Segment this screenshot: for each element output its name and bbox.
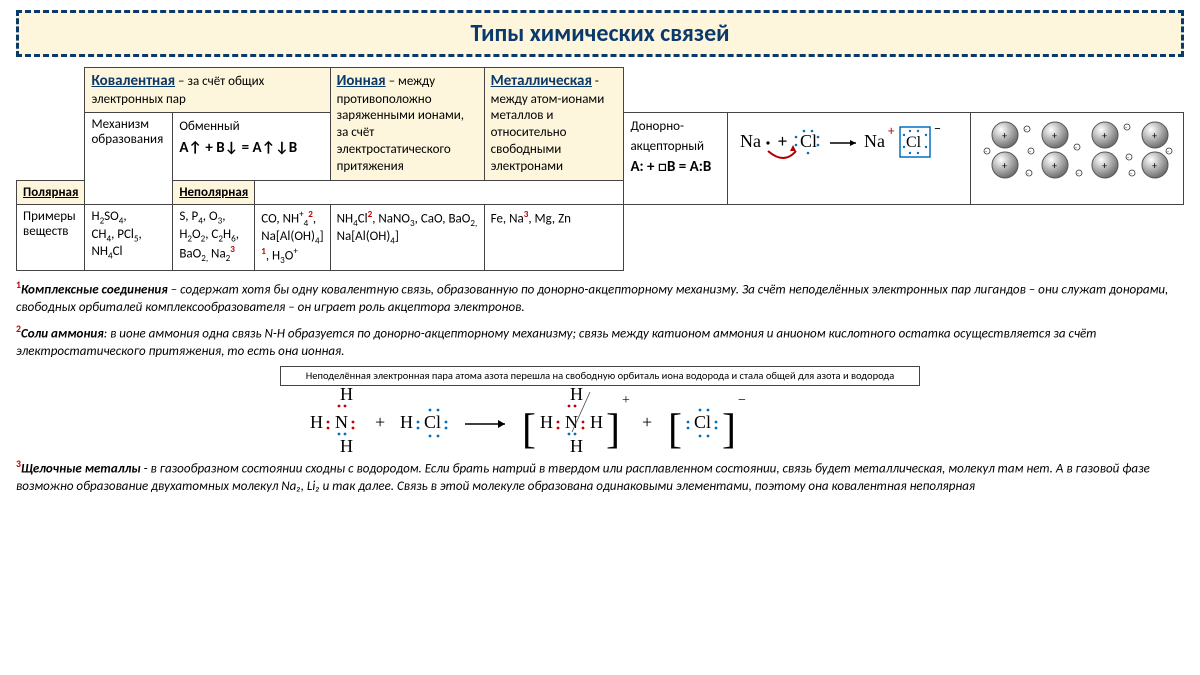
note-1: 1Комплексные соединения – содержат хотя … (16, 279, 1184, 316)
exchange-cell: Обменный A↑ + B↓ = A↑↓B (173, 113, 330, 181)
svg-text:+: + (1152, 129, 1157, 142)
svg-text:H: H (570, 436, 583, 456)
ammonium-diagram: H H N H + H Cl [ H H (290, 388, 910, 458)
svg-text:-: - (1027, 169, 1029, 178)
examples-label: Примеры веществ (17, 204, 85, 270)
svg-text:H: H (310, 412, 323, 432)
ammonium-diagram-row: H H N H + H Cl [ H H (16, 388, 1184, 458)
metallic-mech-cell: + + + + + + + + - - - - - - - - (971, 113, 1184, 205)
svg-text:+: + (1002, 159, 1007, 172)
ionic-mech-cell: Na + Cl Na + Cl − (728, 113, 971, 205)
donor-formula: A: + □B = A:B (630, 158, 711, 176)
header-ionic: Ионная – между противоположно заряженным… (330, 68, 484, 181)
mechanism-label: Механизм образования (85, 113, 173, 205)
note-2-title: Соли аммония (21, 326, 104, 341)
svg-text:+: + (1002, 129, 1007, 142)
svg-text:[: [ (522, 407, 536, 453)
svg-text:-: - (1025, 125, 1027, 134)
note-1-title: Комплексные соединения (21, 283, 168, 298)
svg-text:H: H (590, 412, 603, 432)
examples-ionic: NH4Cl2, NaNO3, CaO, BaO2,Na[Al(OH)4] (330, 204, 484, 270)
svg-text:-: - (1029, 147, 1031, 156)
svg-text:+: + (1102, 159, 1107, 172)
note-1-body: – содержат хотя бы одну ковалентную связ… (16, 283, 1168, 316)
svg-text:+: + (1102, 129, 1107, 142)
svg-text:H: H (400, 412, 413, 432)
note-3: 3Щелочные металлы - в газообразном состо… (16, 458, 1184, 495)
svg-text:+: + (642, 412, 652, 432)
svg-text:[: [ (668, 407, 682, 453)
ionic-name: Ионная (337, 72, 386, 90)
svg-text:+: + (1152, 159, 1157, 172)
header-covalent: Ковалентная – за счёт общих электронных … (85, 68, 330, 113)
svg-text:Cl: Cl (424, 412, 441, 432)
svg-text:-: - (1077, 169, 1079, 178)
svg-text:+: + (1052, 159, 1057, 172)
examples-polar: H2SO4,CH4, PCl5,NH4Cl (85, 204, 173, 270)
nacl-diagram: Na + Cl Na + Cl − (734, 121, 964, 166)
svg-text:+: + (375, 412, 385, 432)
blank-cell (17, 68, 85, 181)
svg-text:H: H (540, 412, 553, 432)
ammonium-caption: Неподелённая электронная пара атома азот… (280, 366, 920, 386)
svg-text:+: + (622, 393, 630, 408)
svg-text:Cl: Cl (906, 134, 922, 151)
metallic-name: Металлическая (491, 72, 592, 90)
page-title: Типы химических связей (25, 19, 1175, 48)
footnotes: 1Комплексные соединения – содержат хотя … (16, 279, 1184, 495)
page-title-box: Типы химических связей (16, 10, 1184, 57)
svg-text:N: N (565, 412, 578, 432)
svg-text:-: - (985, 147, 987, 156)
svg-text:-: - (1075, 143, 1077, 152)
donor-label: Донорно-акцепторный (630, 119, 704, 154)
svg-text:+: + (888, 124, 895, 139)
svg-text:]: ] (606, 407, 620, 453)
bonds-table: Ковалентная – за счёт общих электронных … (16, 67, 1184, 271)
note-3-body: - в газообразном состоянии сходны с водо… (16, 462, 1150, 495)
svg-text:-: - (1127, 153, 1129, 162)
svg-text:-: - (1130, 169, 1132, 178)
examples-metallic: Fe, Na3, Mg, Zn (484, 204, 624, 270)
svg-text:H: H (340, 388, 353, 404)
exchange-label: Обменный (179, 119, 239, 134)
svg-text:+: + (1052, 129, 1057, 142)
svg-text:-: - (1125, 123, 1127, 132)
svg-text:+: + (778, 130, 787, 152)
donor-cell: Донорно-акцепторный A: + □B = A:B (624, 113, 728, 205)
header-metallic: Металлическая - между атом-ионами металл… (484, 68, 624, 181)
exchange-formula: A↑ + B↓ = A↑↓B (179, 139, 297, 157)
covalent-name: Ковалентная (91, 72, 175, 90)
svg-text:-: - (1167, 147, 1169, 156)
svg-text:H: H (340, 436, 353, 456)
svg-text:−: − (738, 393, 746, 408)
svg-text:H: H (570, 388, 583, 404)
metallic-diagram: + + + + + + + + - - - - - - - - (977, 117, 1177, 179)
svg-text:Na: Na (864, 131, 885, 151)
svg-text:Cl: Cl (800, 131, 817, 151)
note-2-body: : в ионе аммония одна связь N-H образует… (16, 326, 1097, 359)
svg-text:N: N (335, 412, 348, 432)
note-3-title: Щелочные металлы (21, 462, 141, 477)
polar-label: Полярная (17, 180, 85, 204)
note-2: 2Соли аммония: в ионе аммония одна связь… (16, 323, 1184, 360)
examples-donor: CO, NH+42,Na[Al(OH)4] 1, H3O+ (255, 204, 330, 270)
examples-nonpolar: S, P4, O3,H2O2, C2H6,BaO2, Na23 (173, 204, 255, 270)
nonpolar-label: Неполярная (173, 180, 255, 204)
svg-text:]: ] (722, 407, 736, 453)
svg-text:−: − (934, 121, 941, 137)
svg-text:Cl: Cl (694, 412, 711, 432)
svg-text:Na: Na (740, 131, 761, 151)
